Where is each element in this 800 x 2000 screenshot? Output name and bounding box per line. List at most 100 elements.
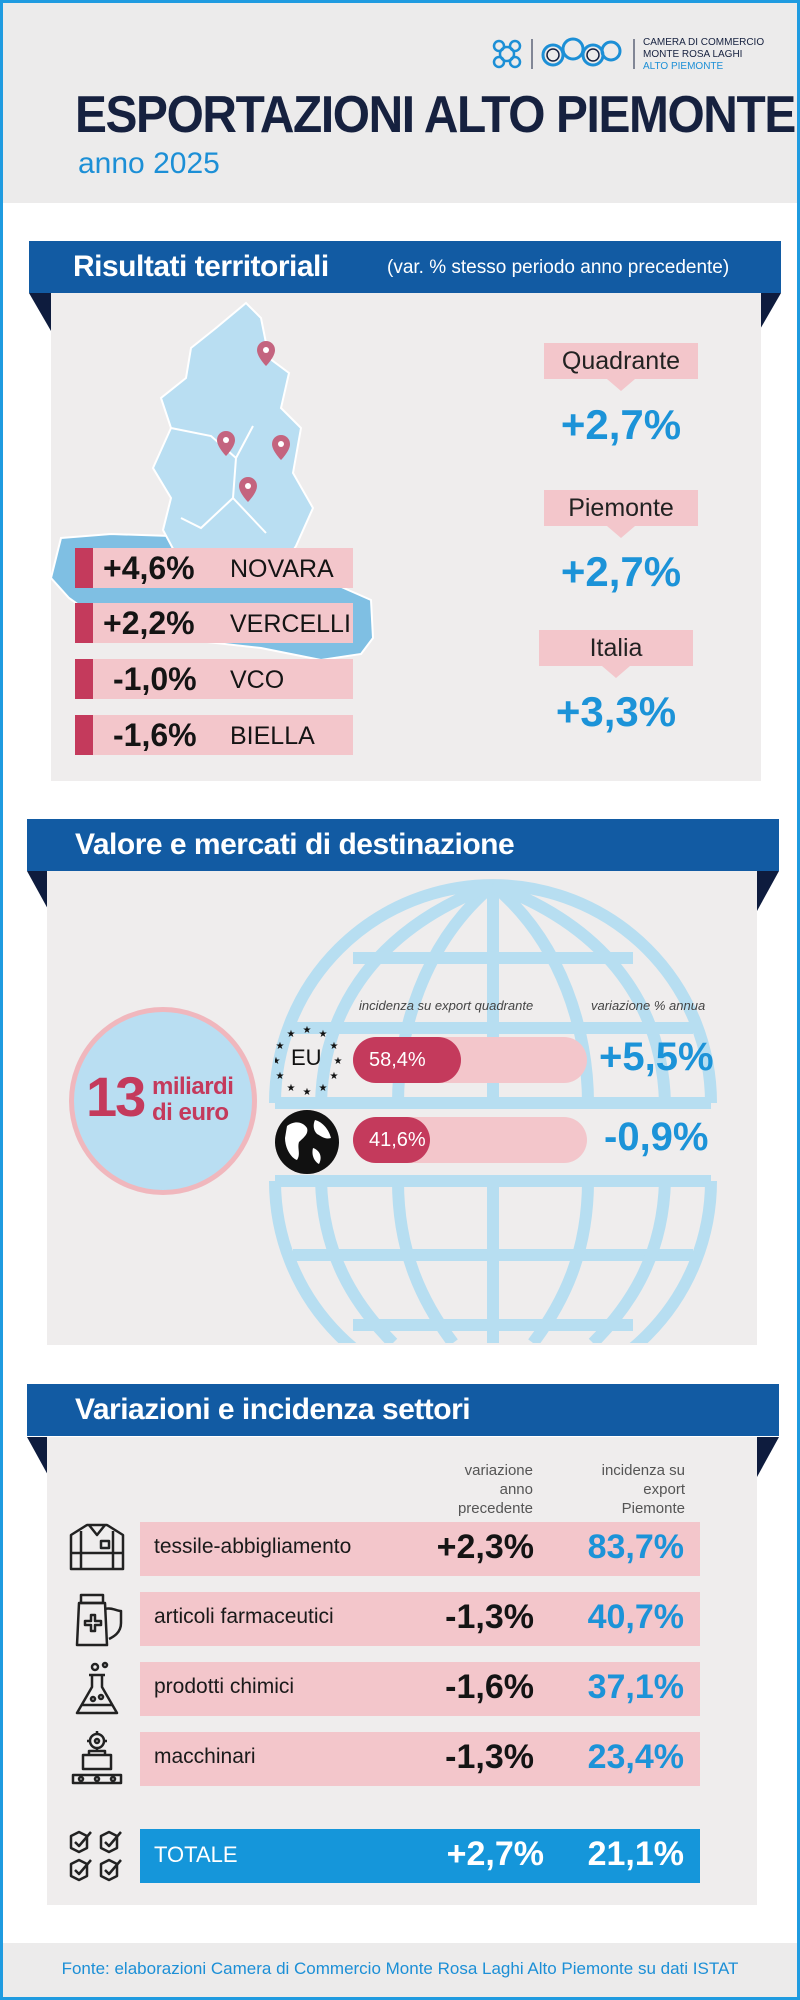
eu-flag-icon: ★ ★ ★ ★ ★ ★ ★ ★ ★ ★ ★ ★ — [275, 1025, 343, 1095]
market-share-track: 58,4% — [353, 1037, 587, 1083]
total-row: TOTALE +2,7% 21,1% — [140, 1829, 700, 1883]
total-unit-line-1: miliardi — [152, 1073, 234, 1100]
chamber-logo-text: CAMERA DI COMMERCIO MONTE ROSA LAGHI ALT… — [643, 37, 764, 73]
svg-text:★: ★ — [303, 1025, 312, 1036]
world-globe-icon — [275, 1110, 339, 1174]
sector-name: prodotti chimici — [154, 1675, 295, 1698]
total-value-number: 13 — [86, 1065, 146, 1128]
eu-stars: ★ ★ ★ ★ ★ ★ ★ ★ ★ ★ ★ ★ — [275, 1025, 343, 1095]
sector-incidence: 23,4% — [587, 1738, 684, 1776]
svg-text:★: ★ — [303, 1087, 312, 1095]
market-variation: +5,5% — [599, 1035, 714, 1079]
incidence-column-label: incidenza su export quadrante — [359, 998, 534, 1013]
sector-incidence: 37,1% — [587, 1668, 684, 1706]
province-row: -1,0% VCO — [75, 659, 353, 699]
shirt-icon — [69, 1523, 125, 1571]
province-name: BIELLA — [230, 722, 315, 750]
sector-name: tessile-abbigliamento — [154, 1535, 352, 1558]
svg-text:★: ★ — [287, 1029, 296, 1040]
province-marker — [75, 548, 93, 588]
area-value-quadrante: +2,7% — [560, 401, 682, 448]
banner-fold-left — [27, 871, 49, 911]
incidence-header-line-1: incidenza su — [601, 1462, 685, 1479]
province-value: +2,2% — [103, 605, 195, 641]
medicine-icon — [75, 1593, 123, 1647]
svg-text:★: ★ — [276, 1041, 285, 1052]
sector-incidence: 83,7% — [587, 1528, 684, 1566]
province-value: +4,6% — [103, 550, 195, 586]
markets-banner: Valore e mercati di destinazione — [27, 819, 779, 871]
province-value: -1,0% — [113, 661, 197, 697]
province-row: +4,6% NOVARA — [75, 548, 353, 588]
sector-variation: -1,6% — [445, 1668, 534, 1706]
territorial-heading: Risultati territoriali — [73, 250, 329, 283]
sector-name: articoli farmaceutici — [154, 1605, 334, 1628]
sector-variation: -1,3% — [445, 1738, 534, 1776]
sectors-heading: Variazioni e incidenza settori — [75, 1393, 471, 1426]
province-name: VCO — [230, 666, 285, 694]
logo-line-3: ALTO PIEMONTE — [643, 61, 724, 72]
sector-variation: +2,3% — [436, 1528, 534, 1566]
total-unit-line-2: di euro — [152, 1099, 229, 1126]
sector-row: prodotti chimici -1,6% 37,1% — [140, 1662, 700, 1716]
province-marker — [75, 715, 93, 755]
province-marker — [75, 659, 93, 699]
page-subtitle: anno 2025 — [78, 147, 220, 180]
sectors-banner: Variazioni e incidenza settori — [27, 1384, 779, 1436]
total-variation: +2,7% — [446, 1835, 544, 1873]
province-name: VERCELLI — [230, 610, 351, 638]
eu-flag-label: EU — [291, 1045, 322, 1070]
sector-row: articoli farmaceutici -1,3% 40,7% — [140, 1592, 700, 1646]
territorial-note: (var. % stesso periodo anno precedente) — [387, 257, 730, 278]
market-share-fill: 41,6% — [353, 1117, 430, 1163]
variation-column-label: variazione % annua — [591, 998, 706, 1013]
svg-text:★: ★ — [334, 1056, 343, 1067]
banner-fold-left — [27, 1437, 49, 1477]
incidence-column-header: incidenza su export Piemonte — [573, 1461, 685, 1518]
logo-line-1: CAMERA DI COMMERCIO — [643, 37, 765, 48]
market-share-fill: 58,4% — [353, 1037, 462, 1083]
area-value-italia: +3,3% — [555, 688, 677, 735]
sector-variation: -1,3% — [445, 1598, 534, 1636]
sector-incidence: 40,7% — [587, 1598, 684, 1636]
territorial-banner: Risultati territoriali (var. % stesso pe… — [29, 241, 781, 293]
area-label-pointer — [607, 526, 635, 538]
province-row: +2,2% VERCELLI — [75, 603, 353, 643]
header: CAMERA DI COMMERCIO MONTE ROSA LAGHI ALT… — [3, 3, 797, 203]
checklist-icon — [69, 1830, 122, 1882]
variation-header-line-1: variazione — [464, 1462, 533, 1479]
area-label-italia: Italia — [539, 630, 693, 666]
province-name: NOVARA — [230, 555, 334, 583]
svg-text:★: ★ — [330, 1041, 339, 1052]
area-label-quadrante: Quadrante — [544, 343, 698, 379]
total-value-circle: 13 miliardi di euro — [69, 1007, 257, 1195]
source-note: Fonte: elaborazioni Camera di Commercio … — [61, 1959, 739, 1978]
area-label-pointer — [602, 666, 630, 678]
sector-row: macchinari -1,3% 23,4% — [140, 1732, 700, 1786]
map-pins — [217, 341, 290, 502]
svg-text:★: ★ — [330, 1071, 339, 1082]
chamber-logo-icon — [492, 37, 635, 69]
footer: Fonte: elaborazioni Camera di Commercio … — [3, 1943, 797, 1997]
banner-fold-right — [757, 1437, 779, 1477]
markets-heading: Valore e mercati di destinazione — [75, 828, 515, 861]
variation-header-line-2: anno — [499, 1481, 533, 1498]
area-value-piemonte: +2,7% — [560, 548, 682, 595]
svg-text:★: ★ — [319, 1029, 328, 1040]
area-label-piemonte: Piemonte — [544, 490, 698, 526]
total-name: TOTALE — [154, 1842, 238, 1867]
logo-line-2: MONTE ROSA LAGHI — [643, 49, 743, 60]
total-incidence: 21,1% — [587, 1835, 684, 1873]
page-title: ESPORTAZIONI ALTO PIEMONTE — [75, 86, 796, 144]
incidence-header-line-3: Piemonte — [621, 1500, 685, 1517]
flask-icon — [75, 1661, 119, 1715]
banner-fold-right — [759, 293, 781, 331]
banner-fold-right — [757, 871, 779, 911]
incidence-header-line-2: export — [643, 1481, 685, 1498]
svg-text:★: ★ — [275, 1056, 281, 1067]
sector-row: tessile-abbigliamento +2,3% 83,7% — [140, 1522, 700, 1576]
svg-text:★: ★ — [276, 1071, 285, 1082]
total-value-unit: miliardi di euro — [152, 1073, 234, 1126]
market-share-track: 41,6% — [353, 1117, 587, 1163]
